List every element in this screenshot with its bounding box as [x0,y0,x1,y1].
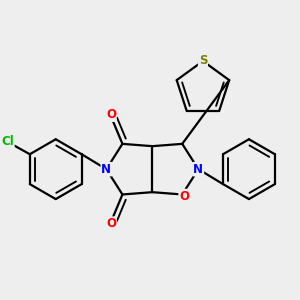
Text: O: O [179,190,189,202]
Text: N: N [193,163,203,176]
Text: S: S [199,54,207,67]
Text: O: O [106,108,116,121]
Text: O: O [106,217,116,230]
Text: N: N [101,163,111,176]
Text: Cl: Cl [1,135,14,148]
